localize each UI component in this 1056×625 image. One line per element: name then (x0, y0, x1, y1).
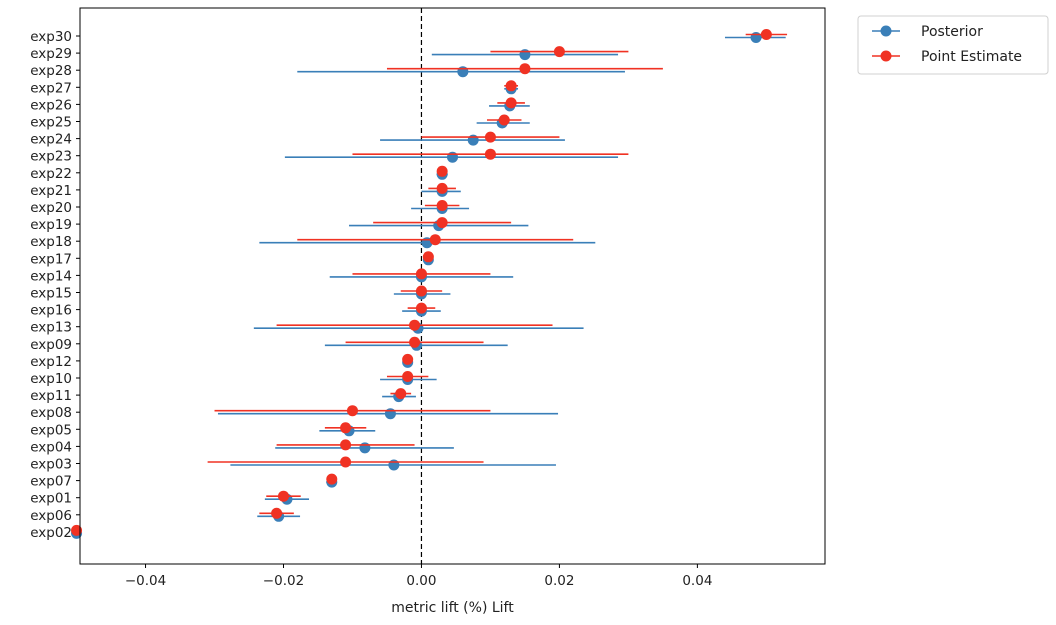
point-estimate-point-exp03 (340, 456, 352, 468)
legend-point-label: Point Estimate (921, 49, 1022, 65)
y-tick-label-exp11: exp11 (30, 388, 72, 404)
point-estimate-point-exp17 (422, 251, 434, 263)
point-estimate-point-exp06 (271, 507, 283, 519)
y-tick-label-exp21: exp21 (30, 183, 72, 199)
y-tick-label-exp17: exp17 (30, 251, 72, 267)
posterior-point-exp30 (750, 32, 762, 43)
legend-entry-posterior: Posterior (872, 24, 983, 40)
point-estimate-point-exp27 (505, 80, 517, 92)
y-tick-label-exp30: exp30 (30, 29, 72, 45)
y-tick-label-exp08: exp08 (30, 405, 72, 421)
posterior-point-exp23 (447, 151, 458, 163)
posterior-point-exp28 (457, 66, 469, 78)
point-estimate-point-exp19 (436, 217, 448, 229)
point-estimate-point-exp04 (340, 439, 352, 451)
x-tick-labels: −0.04 −0.02 0.00 0.02 0.04 (125, 573, 713, 589)
point-estimate-point-exp25 (498, 114, 510, 126)
point-estimate-point-exp28 (519, 63, 531, 75)
legend-frame (857, 15, 1049, 75)
y-tick-label-exp10: exp10 (30, 371, 72, 387)
x-tick-label-3: 0.02 (544, 573, 574, 589)
y-tick-label-exp05: exp05 (30, 422, 72, 438)
y-tick-label-exp18: exp18 (30, 234, 72, 250)
point-estimate-point-exp09 (409, 336, 421, 348)
legend-posterior-label: Posterior (921, 24, 983, 40)
point-estimate-point-exp18 (429, 234, 441, 246)
y-tick-label-exp24: exp24 (30, 132, 72, 148)
point-estimate-point-exp07 (326, 473, 338, 485)
point-estimate-point-exp20 (436, 200, 448, 211)
y-tick-label-exp04: exp04 (30, 439, 72, 455)
point-estimate-point-exp29 (553, 46, 565, 58)
posterior-point-exp04 (359, 442, 371, 454)
y-tick-label-exp23: exp23 (30, 149, 72, 165)
y-tick-label-exp13: exp13 (30, 320, 72, 336)
posterior-point-exp24 (467, 134, 479, 146)
point-estimate-point-exp12 (402, 353, 414, 365)
point-estimate-point-exp24 (484, 131, 496, 143)
posterior-point-exp08 (384, 408, 396, 420)
point-estimate-point-exp10 (402, 371, 414, 382)
point-estimate-point-exp30 (760, 29, 772, 40)
y-tick-label-exp25: exp25 (30, 115, 72, 131)
point-estimate-point-exp22 (436, 165, 448, 177)
point-estimate-point-exp08 (346, 405, 358, 417)
y-tick-label-exp16: exp16 (30, 303, 72, 319)
y-tick-label-exp19: exp19 (30, 217, 72, 233)
plot-frame (79, 7, 826, 565)
plot-area (80, 8, 825, 564)
x-axis-title: metric lift (%) Lift (391, 600, 514, 616)
y-tick-label-exp14: exp14 (30, 268, 72, 284)
y-tick-label-exp06: exp06 (30, 508, 72, 524)
point-estimate-point-exp16 (415, 302, 427, 314)
y-tick-label-exp22: exp22 (30, 166, 72, 182)
posterior-point-exp03 (388, 459, 400, 471)
point-estimate-point-exp01 (277, 490, 289, 502)
x-tick-label-1: −0.02 (263, 573, 304, 589)
y-tick-label-exp07: exp07 (30, 474, 72, 490)
y-ticks (76, 35, 80, 533)
y-tick-label-exp01: exp01 (30, 491, 72, 507)
posterior-point-exp29 (519, 49, 531, 61)
y-tick-label-exp03: exp03 (30, 457, 72, 473)
y-tick-label-exp12: exp12 (30, 354, 72, 370)
y-tick-label-exp02: exp02 (30, 525, 72, 541)
point-estimate-point-exp14 (415, 268, 427, 280)
x-tick-label-0: −0.04 (125, 573, 166, 589)
legend-posterior-marker (880, 25, 892, 37)
x-ticks (145, 564, 698, 568)
point-estimate-point-exp13 (409, 319, 421, 331)
y-tick-label-exp26: exp26 (30, 97, 72, 113)
y-tick-label-exp28: exp28 (30, 63, 72, 79)
y-tick-label-exp09: exp09 (30, 337, 72, 353)
point-estimate-point-exp02 (71, 524, 83, 536)
y-tick-label-exp15: exp15 (30, 286, 72, 302)
y-tick-label-exp29: exp29 (30, 46, 72, 62)
point-estimate-point-exp23 (484, 148, 496, 160)
point-estimate-point-exp21 (436, 182, 448, 194)
point-estimate-series (71, 29, 788, 536)
point-estimate-point-exp15 (415, 285, 427, 297)
legend-entry-point-estimate: Point Estimate (872, 49, 1022, 65)
legend-point-marker (880, 50, 892, 62)
y-tick-label-exp27: exp27 (30, 80, 72, 96)
y-tick-label-exp20: exp20 (30, 200, 72, 216)
x-tick-label-2: 0.00 (406, 573, 436, 589)
point-estimate-point-exp11 (395, 388, 407, 400)
point-estimate-point-exp05 (340, 422, 352, 434)
x-tick-label-4: 0.04 (682, 573, 712, 589)
legend: Posterior Point Estimate (857, 15, 1049, 75)
point-estimate-point-exp26 (505, 97, 517, 109)
